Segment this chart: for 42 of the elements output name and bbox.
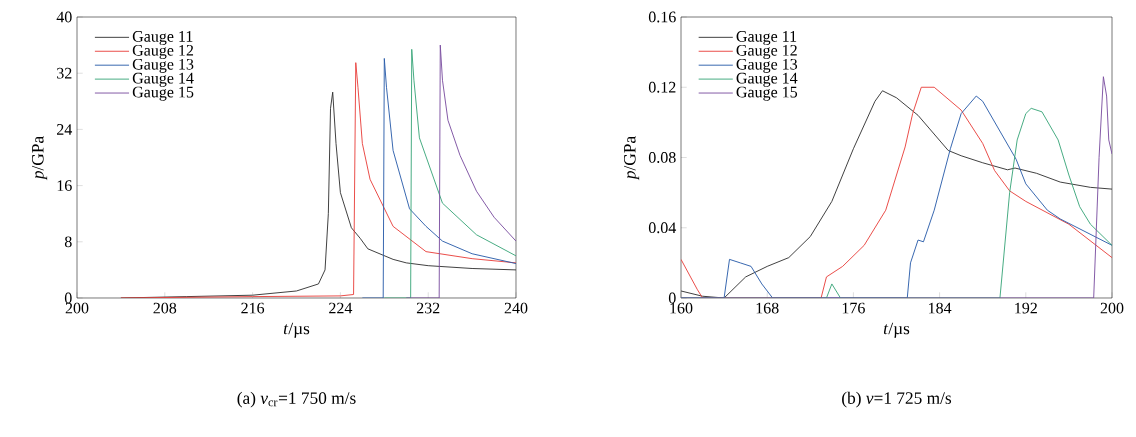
text: (a) v$_{cr}$=1 750 m/s — [237, 391, 356, 408]
legend-label: Gauge 13 — [132, 58, 194, 73]
y-tick-label: 0 — [668, 292, 676, 304]
x-axis-title: t/µs — [883, 322, 910, 338]
line-series — [383, 48, 516, 298]
legend-label: Gauge 13 — [736, 58, 798, 73]
x-tick-label: 168 — [756, 302, 779, 314]
y-tick-label: 40 — [56, 11, 72, 23]
x-axis-title: t/µs — [283, 322, 310, 338]
legend-label: Gauge 11 — [132, 31, 193, 46]
line-series — [361, 57, 516, 298]
y-axis-title: p/GPa — [31, 136, 48, 181]
x-tick-label: 200 — [1100, 302, 1124, 314]
x-tick-label: 208 — [153, 302, 177, 314]
legend-label: Gauge 15 — [132, 86, 194, 101]
y-tick-label: 24 — [57, 124, 73, 135]
y-tick-label: 0.12 — [648, 81, 676, 93]
line-series — [405, 44, 516, 298]
legend-label: Gauge 15 — [736, 86, 798, 101]
y-tick-label: 0.04 — [648, 222, 677, 234]
y-axis-title: p/GPa — [623, 136, 640, 181]
y-tick-label: 16 — [57, 180, 72, 191]
x-tick-label: 224 — [329, 302, 353, 314]
legend-label: Gauge 14 — [132, 72, 194, 87]
x-tick-label: 240 — [504, 302, 528, 314]
x-tick-label: 184 — [929, 302, 952, 314]
legend-label: Gauge 12 — [132, 44, 194, 60]
y-tick-label: 0 — [64, 292, 72, 304]
x-tick-label: 232 — [416, 302, 440, 314]
y-tick-label: 32 — [57, 67, 72, 79]
legend-label: Gauge 14 — [736, 72, 798, 87]
x-tick-label: 192 — [1015, 302, 1037, 314]
y-tick-label: 0.08 — [648, 152, 676, 163]
x-tick-label: 176 — [842, 302, 865, 314]
x-tick-label: 216 — [241, 302, 265, 314]
legend-label: Gauge 11 — [736, 31, 797, 46]
text: (b) v=1 725 m/s — [842, 391, 952, 408]
x-tick-label: 160 — [670, 302, 693, 314]
y-tick-label: 0.16 — [648, 11, 676, 23]
y-tick-label: 8 — [64, 236, 72, 248]
x-tick-label: 200 — [65, 302, 89, 314]
legend-label: Gauge 12 — [736, 44, 797, 59]
